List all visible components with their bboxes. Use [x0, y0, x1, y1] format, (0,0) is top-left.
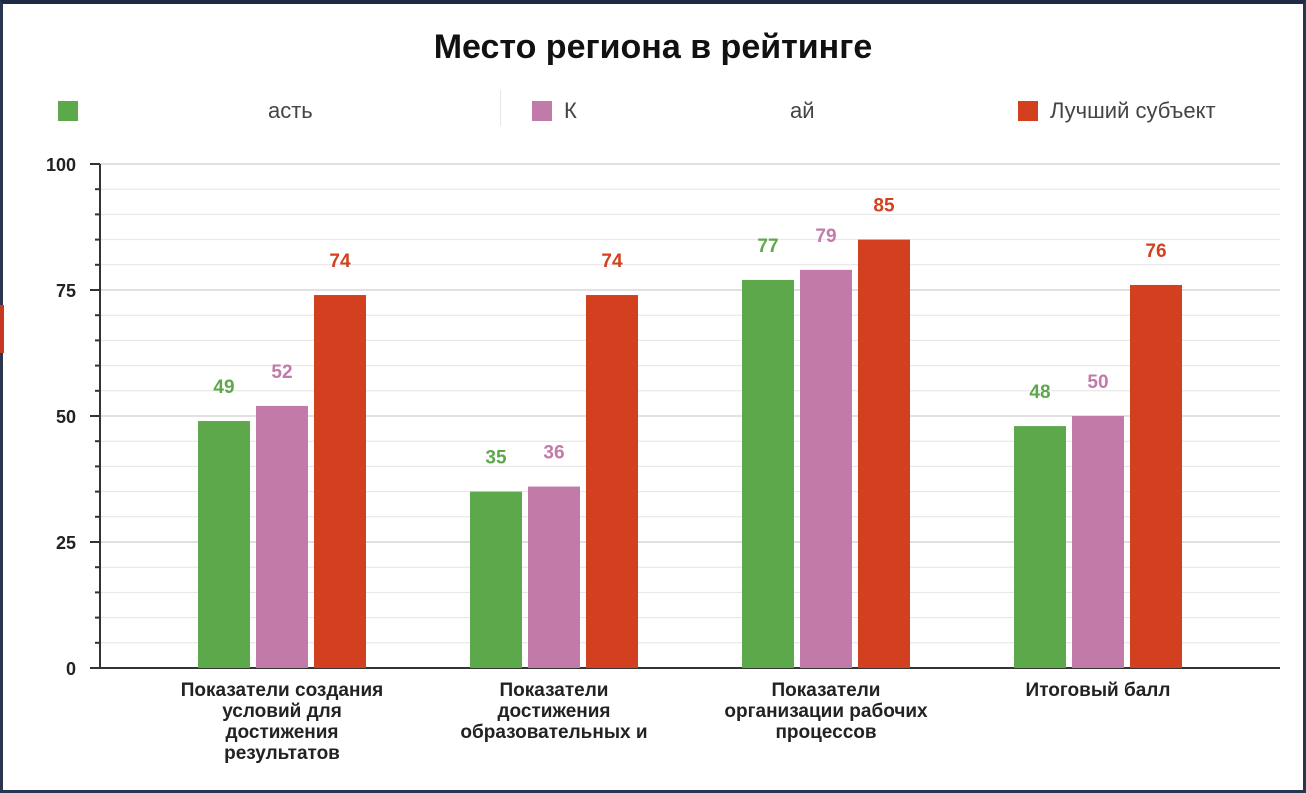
bar: [1130, 284, 1182, 668]
bar: [1014, 426, 1066, 668]
bar: [198, 421, 250, 668]
bar: [742, 279, 794, 668]
legend-label-series2-prefix: К: [564, 98, 577, 123]
bar: [256, 405, 308, 668]
y-tick-label: 50: [56, 407, 76, 427]
x-category-label: Показатели создания условий для достижен…: [180, 680, 384, 764]
data-label: 35: [485, 448, 507, 469]
y-tick-label: 0: [66, 659, 76, 679]
legend-label-series3: Лучший субъект: [1050, 98, 1216, 123]
x-category-label: Итоговый балл: [1025, 680, 1171, 701]
bar: [800, 269, 852, 668]
legend-item-series1: [58, 96, 90, 126]
x-category-label: Показатели достижения образовательных и: [460, 680, 648, 743]
bar: [314, 295, 366, 668]
data-label: 50: [1087, 372, 1108, 393]
bar: [586, 295, 638, 668]
data-label: 74: [601, 251, 623, 272]
bar: [1072, 416, 1124, 668]
data-label: 74: [329, 251, 351, 272]
data-label: 48: [1029, 382, 1050, 403]
legend-label-series2-suffix: ай: [790, 98, 815, 123]
legend-swatch-red: [1018, 101, 1038, 121]
edge-marker: [0, 305, 4, 353]
y-tick-label: 75: [56, 281, 76, 301]
data-label: 52: [271, 362, 292, 383]
legend-label-series1: асть: [268, 98, 313, 123]
data-label: 77: [757, 236, 778, 257]
y-tick-label: 25: [56, 533, 76, 553]
data-label: 76: [1145, 241, 1166, 262]
redaction-box: [322, 90, 501, 126]
legend-item-series2: К: [532, 96, 577, 126]
bar: [470, 491, 522, 668]
x-category-label: Показатели организации рабочих процессов: [724, 680, 928, 743]
chart-title: Место региона в рейтинге: [433, 28, 873, 66]
data-label: 49: [213, 377, 234, 398]
data-label: 79: [815, 226, 836, 247]
bar: [528, 486, 580, 668]
y-tick-label: 100: [46, 155, 76, 175]
data-label: 36: [543, 443, 564, 464]
data-label: 85: [873, 196, 895, 217]
legend-swatch-green: [58, 101, 78, 121]
bar: [858, 239, 910, 668]
redaction-box: [582, 90, 782, 126]
legend-swatch-pink: [532, 101, 552, 121]
legend-item-series3: Лучший субъект: [1018, 96, 1216, 126]
